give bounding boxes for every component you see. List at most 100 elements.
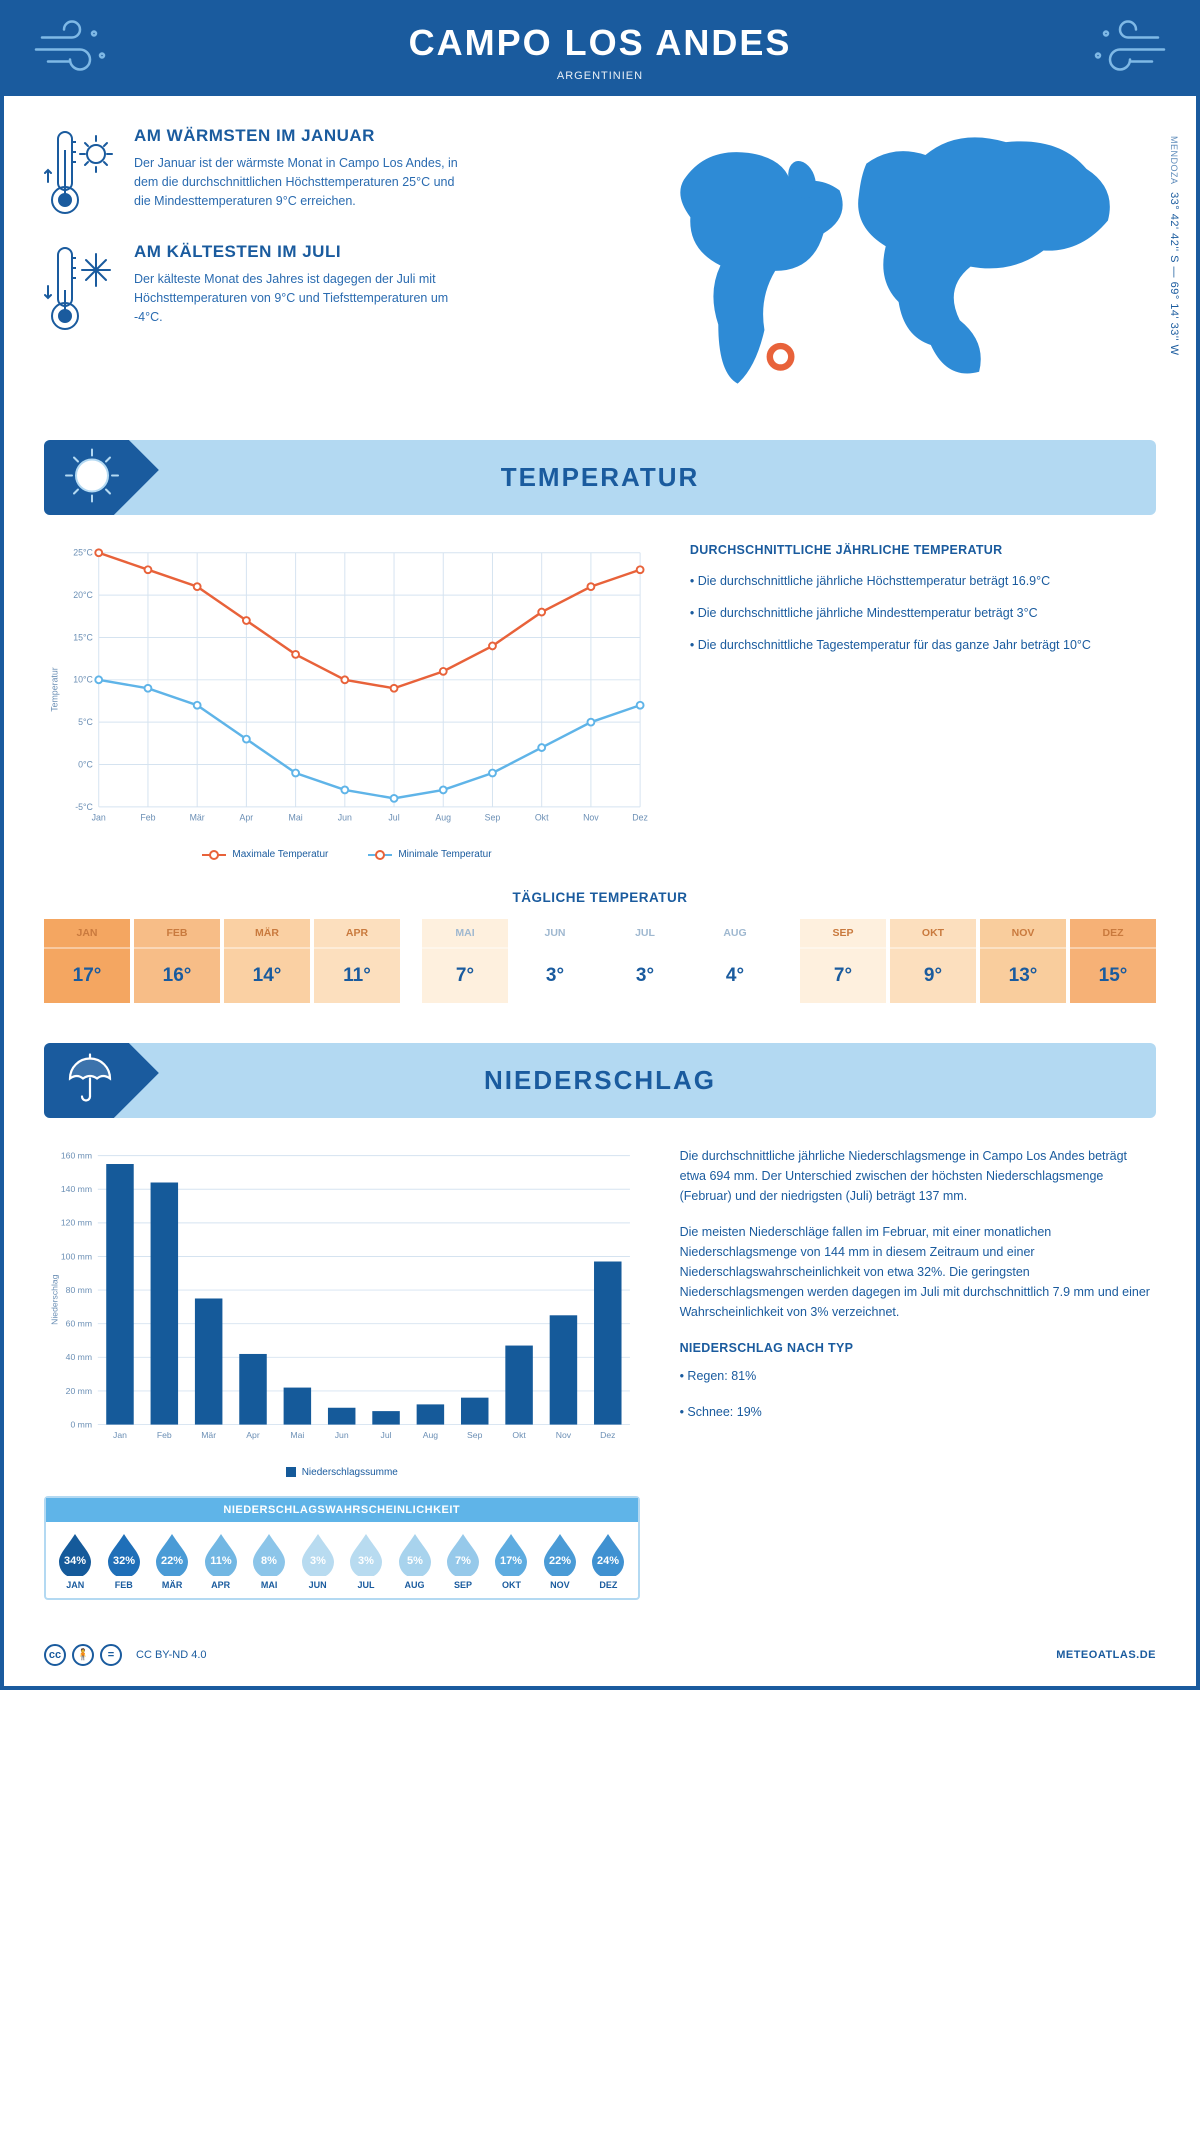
license-text: CC BY-ND 4.0 xyxy=(136,1649,207,1661)
nd-icon: = xyxy=(100,1644,122,1666)
site-name: METEOATLAS.DE xyxy=(1056,1649,1156,1661)
daily-cell: JUL3° xyxy=(602,919,688,1003)
world-map-icon xyxy=(641,126,1156,405)
svg-text:22%: 22% xyxy=(549,1555,571,1567)
warm-text: Der Januar ist der wärmste Monat in Camp… xyxy=(134,154,464,210)
precip-heading: NIEDERSCHLAG xyxy=(44,1065,1156,1096)
country-label: ARGENTINIEN xyxy=(4,70,1196,82)
temp-info-heading: DURCHSCHNITTLICHE JÄHRLICHE TEMPERATUR xyxy=(690,543,1156,557)
svg-text:Mär: Mär xyxy=(201,1430,216,1440)
svg-text:Aug: Aug xyxy=(435,813,451,823)
thermometer-sun-icon xyxy=(44,126,116,218)
svg-text:Okt: Okt xyxy=(535,813,549,823)
page-footer: cc 🧍 = CC BY-ND 4.0 METEOATLAS.DE xyxy=(44,1630,1156,1666)
svg-text:Sep: Sep xyxy=(467,1430,483,1440)
svg-text:160 mm: 160 mm xyxy=(61,1151,92,1161)
precip-p1: Die durchschnittliche jährliche Niedersc… xyxy=(680,1146,1156,1206)
svg-text:Jun: Jun xyxy=(335,1430,349,1440)
precip-type2: • Schnee: 19% xyxy=(680,1402,1156,1422)
svg-text:5%: 5% xyxy=(407,1555,423,1567)
daily-cell: AUG4° xyxy=(692,919,778,1003)
cold-text: Der kälteste Monat des Jahres ist dagege… xyxy=(134,270,464,326)
svg-text:17%: 17% xyxy=(500,1555,522,1567)
precipitation-bar-chart: 0 mm20 mm40 mm60 mm80 mm100 mm120 mm140 … xyxy=(44,1146,640,1453)
chart-legend: .legend-swatch:nth-child(1)::after{borde… xyxy=(44,849,650,860)
svg-text:Jul: Jul xyxy=(388,813,399,823)
prob-cell: 3%JUN xyxy=(294,1532,340,1590)
prob-cell: 8%MAI xyxy=(246,1532,292,1590)
svg-text:34%: 34% xyxy=(64,1555,86,1567)
cold-title: AM KÄLTESTEN IM JULI xyxy=(134,242,464,262)
prob-title: NIEDERSCHLAGSWAHRSCHEINLICHKEIT xyxy=(46,1498,638,1522)
svg-text:Mai: Mai xyxy=(289,813,303,823)
sun-icon xyxy=(62,445,122,510)
svg-text:Dez: Dez xyxy=(632,813,648,823)
temp-heading: TEMPERATUR xyxy=(44,462,1156,493)
svg-text:Sep: Sep xyxy=(485,813,501,823)
precip-type-heading: NIEDERSCHLAG NACH TYP xyxy=(680,1338,1156,1358)
svg-text:Dez: Dez xyxy=(600,1430,615,1440)
svg-text:Apr: Apr xyxy=(240,813,254,823)
svg-text:Apr: Apr xyxy=(246,1430,260,1440)
svg-text:Nov: Nov xyxy=(583,813,599,823)
svg-text:Feb: Feb xyxy=(140,813,155,823)
svg-text:8%: 8% xyxy=(261,1555,277,1567)
thermometer-snow-icon xyxy=(44,242,116,334)
svg-text:Feb: Feb xyxy=(157,1430,172,1440)
svg-text:140 mm: 140 mm xyxy=(61,1184,92,1194)
daily-cell: JAN17° xyxy=(44,919,130,1003)
daily-cell: SEP7° xyxy=(800,919,886,1003)
svg-text:24%: 24% xyxy=(597,1555,619,1567)
svg-text:5°C: 5°C xyxy=(78,717,93,727)
daily-cell: FEB16° xyxy=(134,919,220,1003)
location-title: CAMPO LOS ANDES xyxy=(4,22,1196,64)
svg-text:Jan: Jan xyxy=(113,1430,127,1440)
prob-cell: 11%APR xyxy=(197,1532,243,1590)
svg-text:100 mm: 100 mm xyxy=(61,1252,92,1262)
prob-cell: 34%JAN xyxy=(52,1532,98,1590)
temp-info-p3: • Die durchschnittliche Tagestemperatur … xyxy=(690,635,1156,655)
prob-cell: 22%MÄR xyxy=(149,1532,195,1590)
svg-text:40 mm: 40 mm xyxy=(66,1352,92,1362)
page-header: CAMPO LOS ANDES ARGENTINIEN xyxy=(4,4,1196,96)
temp-info-p2: • Die durchschnittliche jährliche Mindes… xyxy=(690,603,1156,623)
svg-text:Jul: Jul xyxy=(381,1430,392,1440)
svg-text:120 mm: 120 mm xyxy=(61,1218,92,1228)
svg-text:60 mm: 60 mm xyxy=(66,1319,92,1329)
svg-text:3%: 3% xyxy=(358,1555,374,1567)
temp-section-banner: TEMPERATUR xyxy=(44,440,1156,515)
svg-text:32%: 32% xyxy=(113,1555,135,1567)
precip-type1: • Regen: 81% xyxy=(680,1366,1156,1386)
svg-text:20°C: 20°C xyxy=(73,590,93,600)
umbrella-icon xyxy=(62,1050,118,1111)
svg-text:Jan: Jan xyxy=(92,813,106,823)
svg-text:Aug: Aug xyxy=(423,1430,439,1440)
prob-cell: 24%DEZ xyxy=(585,1532,631,1590)
svg-text:Mär: Mär xyxy=(190,813,205,823)
daily-temp-heading: TÄGLICHE TEMPERATUR xyxy=(44,890,1156,905)
svg-text:10°C: 10°C xyxy=(73,675,93,685)
warm-fact: AM WÄRMSTEN IM JANUAR Der Januar ist der… xyxy=(44,126,611,218)
prob-cell: 3%JUL xyxy=(343,1532,389,1590)
precip-p2: Die meisten Niederschläge fallen im Febr… xyxy=(680,1222,1156,1322)
daily-temp-table: JAN17°FEB16°MÄR14°APR11°MAI7°JUN3°JUL3°A… xyxy=(44,919,1156,1003)
svg-text:0 mm: 0 mm xyxy=(70,1420,92,1430)
coordinates: MENDOZA 33° 42' 42'' S — 69° 14' 33'' W xyxy=(1168,136,1180,356)
svg-text:3%: 3% xyxy=(310,1555,326,1567)
wind-icon xyxy=(1088,20,1166,81)
svg-text:15°C: 15°C xyxy=(73,632,93,642)
svg-text:Niederschlag: Niederschlag xyxy=(49,1275,59,1326)
svg-text:Mai: Mai xyxy=(290,1430,304,1440)
svg-text:Nov: Nov xyxy=(556,1430,572,1440)
daily-cell: MÄR14° xyxy=(224,919,310,1003)
temperature-line-chart: -5°C0°C5°C10°C15°C20°C25°CJanFebMärAprMa… xyxy=(44,543,650,836)
svg-text:-5°C: -5°C xyxy=(75,802,93,812)
svg-text:7%: 7% xyxy=(455,1555,471,1567)
cc-icon: cc xyxy=(44,1644,66,1666)
daily-cell: DEZ15° xyxy=(1070,919,1156,1003)
svg-text:11%: 11% xyxy=(210,1555,232,1567)
prob-cell: 32%FEB xyxy=(100,1532,146,1590)
svg-text:20 mm: 20 mm xyxy=(66,1386,92,1396)
svg-text:Jun: Jun xyxy=(338,813,352,823)
daily-cell: OKT9° xyxy=(890,919,976,1003)
